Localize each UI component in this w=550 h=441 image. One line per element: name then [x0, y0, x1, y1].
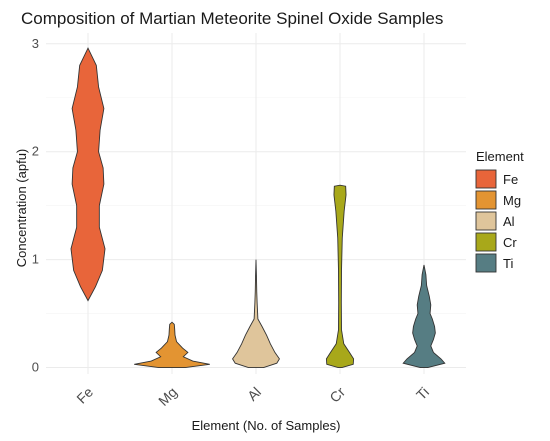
violin-cr	[325, 184, 355, 368]
x-tick-label: Cr	[326, 384, 348, 406]
y-tick-label: 0	[32, 360, 39, 375]
x-tick-label: Al	[244, 384, 264, 404]
legend-key-ti	[475, 253, 497, 273]
legend-key-cr	[475, 232, 497, 252]
violin-ti	[402, 264, 446, 368]
violin-mg	[134, 321, 210, 368]
legend-title: Element	[476, 149, 524, 164]
x-axis-title: Element (No. of Samples)	[192, 418, 341, 433]
y-tick-label: 2	[32, 144, 39, 159]
legend-label: Cr	[503, 235, 517, 250]
legend-label: Al	[503, 214, 515, 229]
legend-label: Fe	[503, 172, 518, 187]
chart-title: Composition of Martian Meteorite Spinel …	[21, 9, 443, 28]
legend-label: Ti	[503, 256, 513, 271]
violin-fe	[70, 47, 106, 302]
y-tick-label: 1	[32, 252, 39, 267]
violin-al	[232, 259, 280, 368]
legend-key-mg	[475, 190, 497, 210]
legend-key-fe	[475, 169, 497, 189]
y-axis-title: Concentration (apfu)	[14, 149, 29, 268]
legend: Element Fe Mg Al Cr Ti	[475, 149, 524, 273]
legend-label: Mg	[503, 193, 521, 208]
violins	[70, 47, 446, 368]
x-tick-label: Fe	[73, 384, 96, 407]
x-tick-label: Ti	[413, 384, 432, 403]
y-axis-ticks: 0 1 2 3	[32, 36, 39, 375]
y-tick-label: 3	[32, 36, 39, 51]
x-axis-ticks: Fe Mg Al Cr Ti	[73, 384, 432, 409]
x-tick-label: Mg	[155, 384, 180, 409]
legend-key-al	[475, 211, 497, 231]
